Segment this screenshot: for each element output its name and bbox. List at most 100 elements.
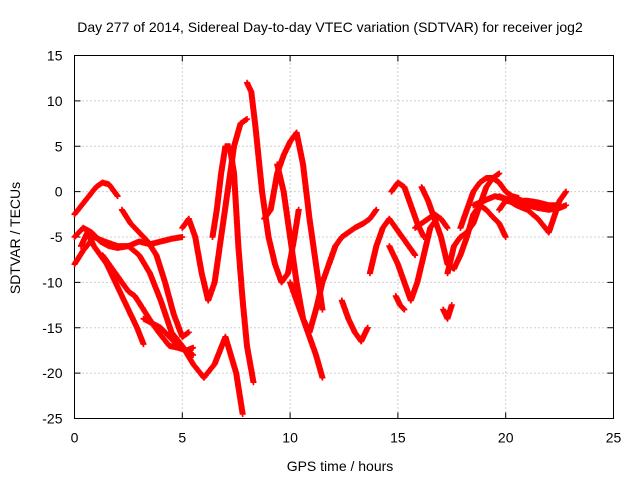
data-point-plus-marks <box>412 252 419 259</box>
data-point-plus-marks <box>127 220 142 235</box>
data-point-plus-marks <box>291 208 302 240</box>
series-arc9 <box>209 143 257 386</box>
data-point-plus-marks <box>116 288 131 312</box>
x-tick-label: 0 <box>71 430 79 446</box>
data-point-plus-marks <box>168 329 185 348</box>
data-point-plus-marks <box>274 161 287 194</box>
data-point-plus-marks <box>136 252 153 276</box>
data-point-plus-marks <box>248 88 259 130</box>
data-point-plus-marks <box>366 244 380 277</box>
data-point-plus-marks <box>114 193 121 200</box>
data-point-plus-marks <box>265 234 278 267</box>
series-arc22 <box>457 175 522 231</box>
x-axis-label: GPS time / hours <box>287 458 394 474</box>
data-point-plus-marks <box>496 198 509 213</box>
axis-ticks: -25 -20 -15 -10 -5 0 5 10 15 0 5 10 15 20 25 <box>42 48 621 446</box>
data-point-plus-marks <box>300 161 313 221</box>
y-tick-label: -10 <box>42 274 62 290</box>
data-point-plus-marks <box>278 271 291 286</box>
data-point-plus-marks <box>170 311 185 339</box>
data-point-plus-marks <box>438 234 451 267</box>
data-point-plus-marks <box>112 270 125 285</box>
x-tick-label: 25 <box>606 430 622 446</box>
data-point-plus-marks <box>451 253 463 272</box>
data-point-plus-marks <box>144 238 159 258</box>
data-point-plus-marks <box>190 351 197 358</box>
data-point-plus-marks <box>218 144 229 177</box>
data-point-plus-marks <box>496 170 503 177</box>
data-point-plus-marks <box>319 374 326 381</box>
data-point-plus-marks <box>110 274 123 294</box>
data-point-plus-marks <box>99 252 112 267</box>
series-arc13 <box>287 279 326 381</box>
data-point-plus-marks <box>414 253 427 286</box>
data-point-plus-marks <box>451 234 463 250</box>
data-point-plus-marks <box>313 352 326 380</box>
data-point-plus-marks <box>545 198 563 236</box>
data-point-plus-marks <box>84 229 97 248</box>
series-arc27 <box>392 293 408 313</box>
data-point-plus-marks <box>118 206 133 226</box>
data-point-plus-marks <box>420 226 433 259</box>
data-point-plus-marks <box>306 215 319 267</box>
data-point-plus-marks <box>280 139 293 159</box>
series-arc1 <box>71 179 121 218</box>
x-tick-label: 10 <box>282 430 298 446</box>
data-point-plus-marks <box>252 125 265 194</box>
data-point-plus-marks <box>136 229 150 244</box>
data-point-plus-marks <box>71 248 86 268</box>
data-point-plus-marks <box>401 306 408 313</box>
data-point-plus-marks <box>222 333 239 375</box>
data-point-plus-marks <box>243 116 250 123</box>
x-tick-label: 20 <box>498 430 514 446</box>
y-tick-label: -25 <box>42 411 62 427</box>
y-tick-label: 15 <box>47 48 63 64</box>
data-point-plus-marks <box>231 170 242 248</box>
series-arc6 <box>118 206 192 340</box>
data-point-plus-marks <box>293 129 306 167</box>
data-point-plus-marks <box>185 329 192 336</box>
data-point-plus-marks <box>226 143 237 176</box>
y-tick-label: -15 <box>42 320 62 336</box>
data-point-plus-marks <box>233 370 246 416</box>
series-arc21 <box>444 170 503 277</box>
data-point-plus-marks <box>88 229 103 244</box>
data-point-plus-marks <box>82 185 99 204</box>
data-point-plus-marks <box>235 243 246 303</box>
data-point-plus-marks <box>563 188 570 195</box>
series-arc25 <box>496 188 570 236</box>
series-arc26 <box>440 302 455 322</box>
data-point-plus-marks <box>157 324 172 339</box>
data-point-plus-marks <box>90 243 103 258</box>
data-point-plus-marks <box>345 315 358 335</box>
data-point-plus-marks <box>244 342 257 384</box>
y-axis-label: SDTVAR / TECUs <box>7 182 23 294</box>
series-arc14 <box>325 206 380 268</box>
data-point-plus-marks <box>399 234 411 249</box>
data-point-plus-marks <box>287 234 300 285</box>
data-point-plus-marks <box>134 324 147 346</box>
data-point-plus-marks <box>332 234 345 250</box>
data-point-plus-marks <box>287 279 300 303</box>
data-point-plus-marks <box>481 193 497 204</box>
data-point-plus-marks <box>444 224 451 231</box>
series-arc15 <box>338 297 371 345</box>
series-arc3 <box>71 224 246 417</box>
series-arc17 <box>386 215 440 304</box>
data-point-plus-marks <box>239 297 250 348</box>
data-point-plus-marks <box>418 184 431 203</box>
x-tick-label: 5 <box>178 430 186 446</box>
data-point-plus-marks <box>261 207 273 222</box>
data-point-plus-marks <box>106 261 118 276</box>
data-point-plus-marks <box>392 224 405 240</box>
data-point-plus-marks <box>106 181 120 199</box>
data-point-plus-marks <box>420 234 427 240</box>
data-point-plus-marks <box>405 243 418 258</box>
data-point-plus-marks <box>200 362 217 381</box>
data-point-plus-marks <box>425 197 438 221</box>
data-point-plus-marks <box>140 341 147 348</box>
data-point-plus-marks <box>470 198 487 209</box>
y-tick-label: 10 <box>47 93 63 109</box>
data-point-plus-marks <box>71 198 88 218</box>
